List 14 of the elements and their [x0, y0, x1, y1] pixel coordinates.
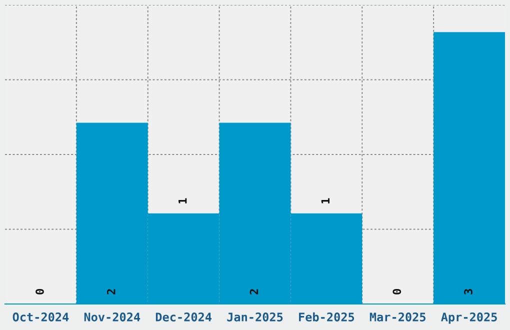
x-tick-label: Jan-2025 — [227, 312, 283, 322]
data-label: 3 — [464, 289, 473, 294]
x-tick-label: Apr-2025 — [441, 312, 497, 324]
x-tick-label: Nov-2024 — [84, 312, 140, 322]
data-label: 2 — [250, 289, 258, 294]
data-label: 1 — [321, 198, 330, 204]
data-label: 2 — [106, 289, 116, 294]
x-tick-label: Oct-2024 — [12, 312, 69, 322]
x-tick-label: Feb-2025 — [299, 312, 354, 322]
data-label: 0 — [392, 289, 402, 294]
data-label: 1 — [178, 198, 187, 204]
x-tick-label: Mar-2025 — [370, 312, 426, 322]
data-label: 0 — [36, 289, 44, 294]
x-tick-label: Dec-2024 — [156, 312, 212, 322]
